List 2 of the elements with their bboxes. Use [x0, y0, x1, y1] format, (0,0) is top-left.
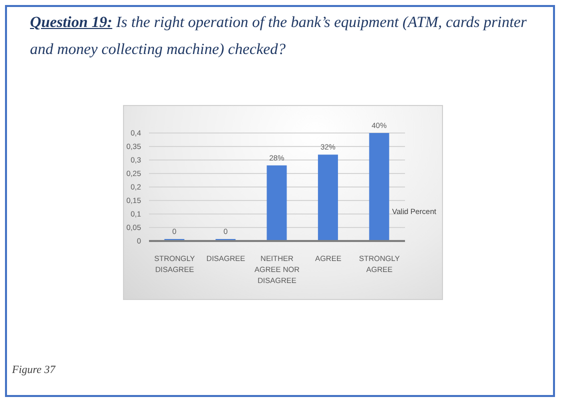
chart-title: Question 19: Is the right operation of the bank’s equipment (ATM, cards printer and money collecting machine) checked?: [30, 14, 527, 58]
caption: Figure 37: [12, 364, 56, 376]
